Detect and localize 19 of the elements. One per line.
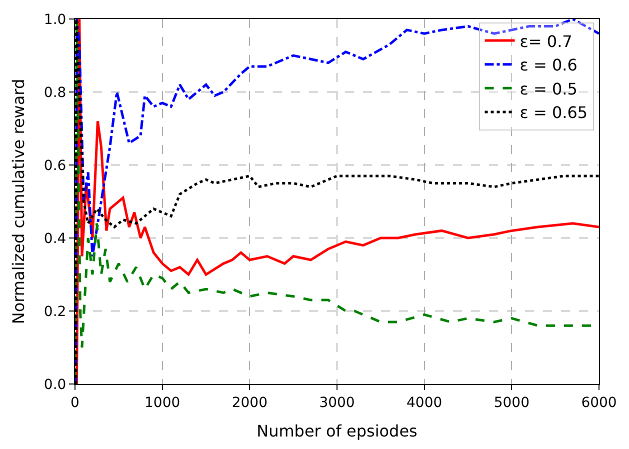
x-tick-label: 5000 [494, 394, 530, 411]
x-axis-title: Number of epsiodes [256, 422, 418, 440]
y-tick-label: 0.6 [44, 158, 66, 174]
legend-label: ε = 0.5 [520, 79, 578, 98]
legend-label: ε = 0.65 [520, 103, 588, 122]
x-tick-label: 6000 [581, 394, 617, 411]
x-tick-label: 3000 [319, 394, 355, 411]
x-tick-label: 4000 [406, 394, 442, 411]
y-tick-label: 1.0 [44, 12, 66, 28]
legend-label: ε= 0.7 [520, 32, 572, 51]
y-axis-title: Normalized cumulative reward [8, 78, 28, 324]
y-tick-label: 0.4 [44, 230, 66, 247]
x-tick-label: 2000 [232, 394, 268, 411]
x-tick-label: 0 [70, 394, 80, 411]
y-tick-label: 0.2 [44, 304, 66, 320]
legend-label: ε = 0.6 [520, 56, 578, 75]
y-tick-label: 0.8 [44, 84, 66, 101]
y-tick-label: 0.0 [44, 376, 66, 393]
x-tick-label: 1000 [144, 394, 180, 411]
